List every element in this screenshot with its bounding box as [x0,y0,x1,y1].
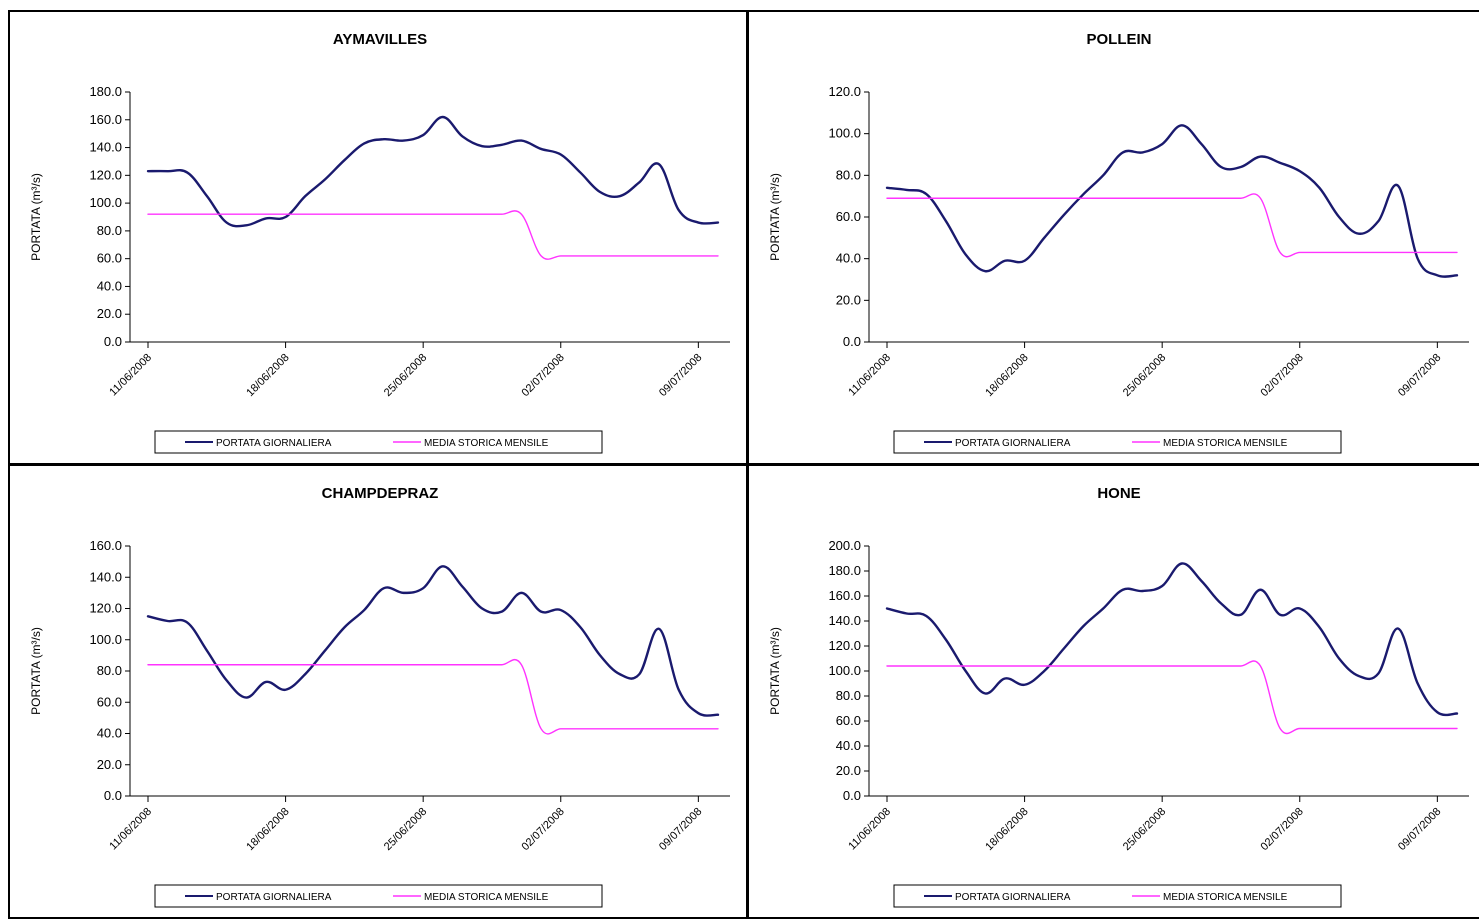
y-axis-label: PORTATA (m³/s) [29,173,43,261]
y-tick-label: 20.0 [836,292,861,307]
x-tick-label: 09/07/2008 [657,806,704,853]
legend-box [154,430,603,454]
y-tick-label: 200.0 [828,538,861,553]
y-tick-label: 0.0 [104,788,122,803]
legend-label-portata-giornaliera: PORTATA GIORNALIERA [216,438,332,449]
x-tick-label: 02/07/2008 [1258,352,1305,399]
legend-label-media-storica-mensile: MEDIA STORICA MENSILE [424,438,549,449]
y-tick-label: 60.0 [836,713,861,728]
chart-panel-hone: HONE PORTATA (m³/s) 0.0 20.0 40.0 60.0 80.0 100… [747,464,1479,919]
series-line-portata-giornaliera [146,565,720,717]
y-tick-label: 80.0 [97,223,122,238]
y-tick-label: 160.0 [828,588,861,603]
legend-box [154,884,603,908]
legend-label-portata-giornaliera: PORTATA GIORNALIERA [955,438,1071,449]
y-tick-label: 40.0 [836,251,861,266]
chart-svg: AYMAVILLES PORTATA (m³/s) 0.0 20.0 40.0 60.0 8… [29,31,730,454]
x-tick-label: 18/06/2008 [244,806,291,853]
x-tick-label: 25/06/2008 [1121,806,1168,853]
chart-svg: HONE PORTATA (m³/s) 0.0 20.0 40.0 60.0 80.0 100… [768,485,1469,908]
chart-title: POLLEIN [1086,31,1151,48]
x-tick-label: 11/06/2008 [846,352,893,399]
legend-box [893,430,1342,454]
x-tick-label: 25/06/2008 [382,806,429,853]
series-line-portata-giornaliera [885,562,1459,717]
y-tick-label: 120.0 [89,167,122,182]
x-tick-label: 09/07/2008 [1396,806,1443,853]
x-tick-label: 11/06/2008 [107,806,154,853]
series-line-media-storica-mensile [147,658,719,735]
series-line-media-storica-mensile [886,660,1458,735]
x-tick-label: 18/06/2008 [983,806,1030,853]
y-tick-label: 160.0 [89,112,122,127]
x-tick-label: 02/07/2008 [1258,806,1305,853]
y-tick-label: 20.0 [97,306,122,321]
chart-panel-champdepraz: CHAMPDEPRAZ PORTATA (m³/s) 0.0 20.0 40.0 60.0… [8,464,748,919]
y-axis-label: PORTATA (m³/s) [768,173,782,261]
chart-title: AYMAVILLES [333,31,427,48]
y-axis-label: PORTATA (m³/s) [768,627,782,715]
series-line-portata-giornaliera [146,115,720,228]
x-tick-label: 02/07/2008 [519,806,566,853]
chart-svg: CHAMPDEPRAZ PORTATA (m³/s) 0.0 20.0 40.0 60.0… [29,485,730,908]
legend-label-portata-giornaliera: PORTATA GIORNALIERA [216,892,332,903]
y-tick-label: 160.0 [89,538,122,553]
chart-svg: POLLEIN PORTATA (m³/s) 0.0 20.0 40.0 60.0 80.0… [768,31,1469,454]
y-tick-label: 20.0 [836,763,861,778]
y-tick-label: 60.0 [97,694,122,709]
x-tick-label: 09/07/2008 [1396,352,1443,399]
y-tick-label: 40.0 [97,726,122,741]
legend-label-media-storica-mensile: MEDIA STORICA MENSILE [1163,892,1288,903]
y-tick-label: 0.0 [104,334,122,349]
y-tick-label: 0.0 [843,788,861,803]
legend-label-media-storica-mensile: MEDIA STORICA MENSILE [1163,438,1288,449]
y-tick-label: 40.0 [97,278,122,293]
series-line-media-storica-mensile [147,210,719,260]
chart-panel-pollein: POLLEIN PORTATA (m³/s) 0.0 20.0 40.0 60.0 80.0… [747,10,1479,465]
y-tick-label: 180.0 [828,563,861,578]
y-tick-label: 140.0 [89,140,122,155]
x-tick-label: 11/06/2008 [107,352,154,399]
legend-label-portata-giornaliera: PORTATA GIORNALIERA [955,892,1071,903]
y-tick-label: 140.0 [89,569,122,584]
legend-label-media-storica-mensile: MEDIA STORICA MENSILE [424,892,549,903]
y-tick-label: 0.0 [843,334,861,349]
x-tick-label: 11/06/2008 [846,806,893,853]
y-tick-label: 120.0 [89,601,122,616]
x-tick-label: 18/06/2008 [983,352,1030,399]
chart-title: HONE [1097,485,1140,502]
y-axis-label: PORTATA (m³/s) [29,627,43,715]
y-tick-label: 140.0 [828,613,861,628]
y-tick-label: 100.0 [828,663,861,678]
y-tick-label: 20.0 [97,757,122,772]
series-line-portata-giornaliera [885,124,1459,278]
legend-box [893,884,1342,908]
x-tick-label: 18/06/2008 [244,352,291,399]
chart-title: CHAMPDEPRAZ [322,485,439,502]
x-tick-label: 25/06/2008 [382,352,429,399]
x-tick-label: 02/07/2008 [519,352,566,399]
y-tick-label: 60.0 [836,209,861,224]
y-tick-label: 80.0 [836,167,861,182]
y-tick-label: 120.0 [828,84,861,99]
y-tick-label: 80.0 [836,688,861,703]
chart-grid: AYMAVILLES PORTATA (m³/s) 0.0 20.0 40.0 60.0 8… [8,10,1479,919]
series-line-media-storica-mensile [886,193,1458,258]
y-tick-label: 100.0 [828,126,861,141]
y-tick-label: 80.0 [97,663,122,678]
y-tick-label: 40.0 [836,738,861,753]
y-tick-label: 120.0 [828,638,861,653]
y-tick-label: 100.0 [89,632,122,647]
y-tick-label: 60.0 [97,251,122,266]
chart-panel-aymavilles: AYMAVILLES PORTATA (m³/s) 0.0 20.0 40.0 60.0 8… [8,10,748,465]
x-tick-label: 25/06/2008 [1121,352,1168,399]
y-tick-label: 100.0 [89,195,122,210]
x-tick-label: 09/07/2008 [657,352,704,399]
y-tick-label: 180.0 [89,84,122,99]
